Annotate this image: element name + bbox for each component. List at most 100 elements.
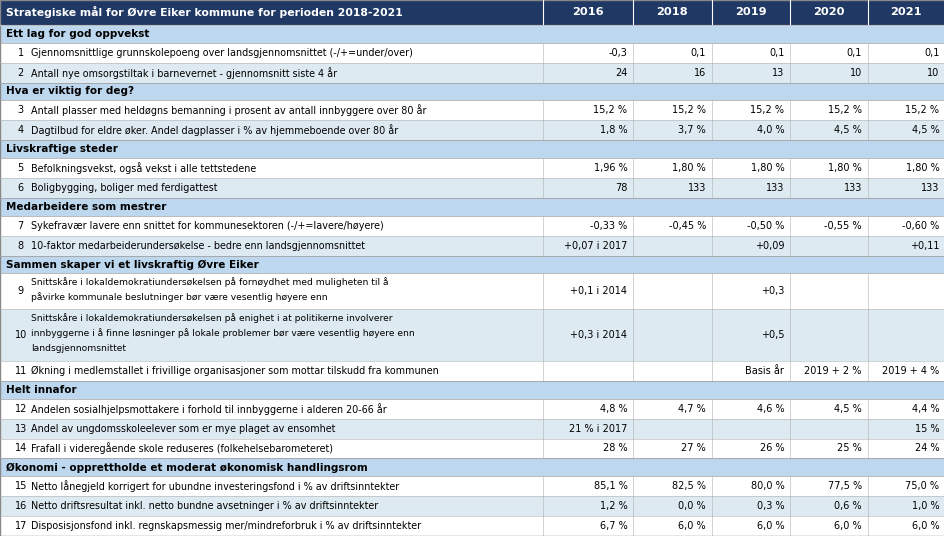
Text: 4: 4 [18,125,24,135]
Text: Frafall i videregående skole reduseres (folkehelsebarometeret): Frafall i videregående skole reduseres (… [31,443,333,455]
Text: 0,1: 0,1 [768,48,784,58]
Text: 15,2 %: 15,2 % [671,106,705,115]
Text: Boligbygging, boliger med ferdigattest: Boligbygging, boliger med ferdigattest [31,183,217,193]
Text: Disposisjonsfond inkl. regnskapsmessig mer/mindreforbruk i % av driftsinntekter: Disposisjonsfond inkl. regnskapsmessig m… [31,521,421,531]
Text: 27 %: 27 % [681,443,705,453]
Text: 4,7 %: 4,7 % [678,404,705,414]
Text: -0,3: -0,3 [608,48,627,58]
Bar [0,309,944,361]
Bar [0,438,944,458]
Text: +0,11: +0,11 [909,241,938,251]
Text: Gjennomsnittlige grunnskolepoeng over landsgjennomsnittet (-/+=under/over): Gjennomsnittlige grunnskolepoeng over la… [31,48,413,58]
Text: 1,80 %: 1,80 % [750,163,784,173]
Text: 0,0 %: 0,0 % [678,501,705,511]
Text: landsgjennomsnittet: landsgjennomsnittet [31,344,126,353]
Text: 14: 14 [15,443,26,453]
Text: 11: 11 [15,366,26,376]
Text: 17: 17 [14,521,27,531]
Text: +0,09: +0,09 [754,241,784,251]
Text: Økning i medlemstallet i frivillige organisasjoner som mottar tilskudd fra kommu: Økning i medlemstallet i frivillige orga… [31,366,438,376]
Text: påvirke kommunale beslutninger bør være vesentlig høyere enn: påvirke kommunale beslutninger bør være … [31,292,328,302]
Text: 6,0 %: 6,0 % [678,521,705,531]
Text: 4,4 %: 4,4 % [911,404,938,414]
Text: -0,55 %: -0,55 % [823,221,861,230]
Text: Helt innafor: Helt innafor [6,385,76,395]
Text: 4,5 %: 4,5 % [834,404,861,414]
Text: 6,0 %: 6,0 % [834,521,861,531]
Text: +0,1 i 2014: +0,1 i 2014 [570,286,627,296]
Text: Basis år: Basis år [745,366,784,376]
Text: +0,3: +0,3 [760,286,784,296]
Text: Antall nye omsorgstiltak i barnevernet - gjennomsnitt siste 4 år: Antall nye omsorgstiltak i barnevernet -… [31,66,337,79]
Text: 12: 12 [14,404,27,414]
Text: 13: 13 [771,68,784,78]
Text: 2: 2 [18,68,24,78]
Text: Befolkningsvekst, også vekst i alle tettstedene: Befolkningsvekst, også vekst i alle tett… [31,162,256,174]
Text: 6: 6 [18,183,24,193]
Text: 24: 24 [615,68,627,78]
Text: 10: 10 [15,330,26,340]
Text: Andel av ungdomsskoleelever som er mye plaget av ensomhet: Andel av ungdomsskoleelever som er mye p… [31,423,335,434]
Bar [0,399,944,419]
Text: 1,80 %: 1,80 % [671,163,705,173]
Text: 15,2 %: 15,2 % [904,106,938,115]
Bar [0,178,944,198]
Text: 16: 16 [693,68,705,78]
Text: 5: 5 [18,163,24,173]
Text: 3,7 %: 3,7 % [678,125,705,135]
Text: +0,5: +0,5 [760,330,784,340]
Text: -0,33 %: -0,33 % [590,221,627,230]
Text: Ett lag for god oppvekst: Ett lag for god oppvekst [6,29,149,39]
Text: 1,2 %: 1,2 % [599,501,627,511]
Text: 1,96 %: 1,96 % [593,163,627,173]
Text: 28 %: 28 % [602,443,627,453]
Text: 0,1: 0,1 [846,48,861,58]
Text: 82,5 %: 82,5 % [671,481,705,492]
Text: Hva er viktig for deg?: Hva er viktig for deg? [6,86,133,96]
Bar [0,458,944,477]
Text: Snittskåre i lokaldemokratiundersøkelsen på fornøydhet med muligheten til å: Snittskåre i lokaldemokratiundersøkelsen… [31,277,388,287]
Text: 133: 133 [843,183,861,193]
Text: Sykefravær lavere enn snittet for kommunesektoren (-/+=lavere/høyere): Sykefravær lavere enn snittet for kommun… [31,221,383,230]
Text: 0,6 %: 0,6 % [834,501,861,511]
Text: 4,5 %: 4,5 % [911,125,938,135]
Text: -0,45 %: -0,45 % [667,221,705,230]
Text: 2020: 2020 [812,8,844,18]
Bar [0,419,944,438]
Text: 7: 7 [18,221,24,230]
Text: 4,6 %: 4,6 % [756,404,784,414]
Text: 1,0 %: 1,0 % [911,501,938,511]
Text: 78: 78 [615,183,627,193]
Bar [0,100,944,120]
Text: 15,2 %: 15,2 % [827,106,861,115]
Bar [0,63,944,83]
Text: +0,07 i 2017: +0,07 i 2017 [564,241,627,251]
Bar [0,83,944,100]
Text: 8: 8 [18,241,24,251]
Text: innbyggerne i å finne løsninger på lokale problemer bør være vesentlig høyere en: innbyggerne i å finne løsninger på lokal… [31,328,414,338]
Text: 0,3 %: 0,3 % [756,501,784,511]
Bar [0,381,944,399]
Text: 15: 15 [14,481,27,492]
Text: 26 %: 26 % [759,443,784,453]
Text: 10: 10 [926,68,938,78]
Bar [0,140,944,158]
Text: 6,0 %: 6,0 % [911,521,938,531]
Text: Medarbeidere som mestrer: Medarbeidere som mestrer [6,202,166,212]
Bar [0,477,944,496]
Bar [0,273,944,309]
Bar [0,516,944,536]
Text: 133: 133 [687,183,705,193]
Text: Netto driftsresultat inkl. netto bundne avsetninger i % av driftsinntekter: Netto driftsresultat inkl. netto bundne … [31,501,378,511]
Text: 77,5 %: 77,5 % [827,481,861,492]
Text: Dagtilbud for eldre øker. Andel dagplasser i % av hjemmeboende over 80 år: Dagtilbud for eldre øker. Andel dagplass… [31,124,398,136]
Text: 6,0 %: 6,0 % [756,521,784,531]
Text: Netto lånegjeld korrigert for ubundne investeringsfond i % av driftsinntekter: Netto lånegjeld korrigert for ubundne in… [31,480,399,492]
Text: 80,0 %: 80,0 % [750,481,784,492]
Text: 2018: 2018 [656,8,687,18]
Text: Livskraftige steder: Livskraftige steder [6,144,117,154]
Bar [0,43,944,63]
Bar [0,158,944,178]
Text: 15,2 %: 15,2 % [593,106,627,115]
Text: 10: 10 [849,68,861,78]
